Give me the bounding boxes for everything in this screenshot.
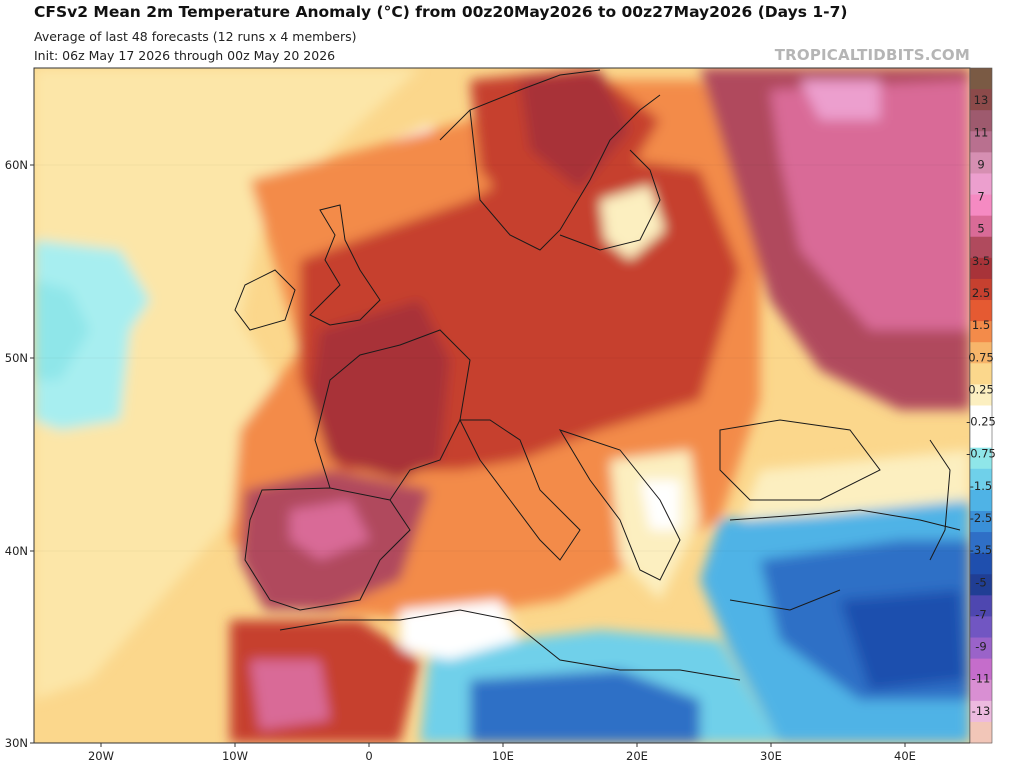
colorbar-label: -3.5 <box>970 543 992 557</box>
colorbar-swatch <box>970 426 992 449</box>
lat-axis: 60N 50N 40N 30N <box>5 158 34 750</box>
lat-label-50n: 50N <box>5 351 28 365</box>
colorbar-swatch <box>970 173 992 196</box>
colorbar-label: 13 <box>974 93 989 107</box>
lon-axis: 20W 10W 0 10E 20E 30E 40E <box>88 743 916 763</box>
colorbar-label: -5 <box>975 575 986 589</box>
map-title: CFSv2 Mean 2m Temperature Anomaly (°C) f… <box>34 3 848 21</box>
colorbar-swatch <box>970 595 992 617</box>
colorbar-swatch <box>970 363 992 385</box>
lon-label-30e: 30E <box>760 749 782 763</box>
colorbar-swatch <box>970 131 992 153</box>
colorbar-swatch <box>970 489 992 512</box>
colorbar-swatch <box>970 89 992 111</box>
colorbar-swatch <box>970 447 992 470</box>
colorbar-label: -0.25 <box>966 415 996 429</box>
colorbar-label: -2.5 <box>970 511 992 525</box>
lon-label-40e: 40E <box>894 749 916 763</box>
subtitle-forecast-count: Average of last 48 forecasts (12 runs x … <box>34 29 357 44</box>
colorbar-swatch <box>970 658 992 681</box>
colorbar-labels: 13 11 9 7 5 3.5 2.5 1.5 0.75 0.25 -0.25 -0.75 -1.5 -2… <box>966 93 996 718</box>
colorbar-swatch <box>970 553 992 575</box>
lon-label-10w: 10W <box>222 749 248 763</box>
colorbar-swatch <box>970 384 992 406</box>
colorbar-swatch <box>970 679 992 702</box>
colorbar-label: -11 <box>972 672 991 686</box>
colorbar-swatch <box>970 405 992 428</box>
watermark: TROPICALTIDBITS.COM <box>774 46 970 64</box>
colorbar-label: 0.75 <box>968 350 994 364</box>
lon-label-20e: 20E <box>626 749 648 763</box>
colorbar-label: 11 <box>974 125 989 139</box>
lon-label-10e: 10E <box>492 749 514 763</box>
colorbar-swatch <box>970 700 992 723</box>
colorbar-swatch <box>970 468 992 491</box>
lon-label-20w: 20W <box>88 749 114 763</box>
colorbar-label: 9 <box>977 157 984 171</box>
colorbar-swatch <box>970 236 992 259</box>
colorbar-swatch <box>970 510 992 533</box>
colorbar-label: -9 <box>975 640 986 654</box>
colorbar-label: 5 <box>977 222 984 236</box>
colorbar-label: -0.75 <box>966 447 996 461</box>
colorbar-swatch <box>970 342 992 364</box>
colorbar-swatch <box>970 278 992 301</box>
colorbar-label: 3.5 <box>972 254 990 268</box>
coastlines <box>234 69 961 681</box>
colorbar-label: -13 <box>972 704 991 718</box>
colorbar-swatch <box>970 300 992 322</box>
colorbar-label: 2.5 <box>972 286 990 300</box>
lat-label-30n: 30N <box>5 736 28 750</box>
colorbar-swatch <box>970 215 992 238</box>
colorbar-swatch <box>970 152 992 174</box>
colorbar <box>969 67 993 744</box>
colorbar-swatch <box>970 194 992 217</box>
colorbar-swatch <box>970 721 992 744</box>
colorbar-swatch <box>970 637 992 660</box>
lon-label-0: 0 <box>365 749 372 763</box>
colorbar-swatch <box>970 110 992 132</box>
colorbar-swatch <box>970 574 992 596</box>
colorbar-swatch <box>970 257 992 280</box>
colorbar-swatch <box>970 532 992 554</box>
colorbar-frame <box>969 67 993 744</box>
colorbar-label: 7 <box>977 190 984 204</box>
anomaly-field <box>34 68 970 743</box>
subtitle-init-time: Init: 06z May 17 2026 through 00z May 20… <box>34 48 336 63</box>
colorbar-label: 1.5 <box>972 318 990 332</box>
colorbar-swatch <box>970 68 992 90</box>
colorbar-swatch <box>970 321 992 343</box>
colorbar-label: -1.5 <box>970 479 992 493</box>
colorbar-label: -7 <box>975 607 986 621</box>
lat-label-40n: 40N <box>5 544 28 558</box>
colorbar-swatch <box>970 616 992 639</box>
lat-label-60n: 60N <box>5 158 28 172</box>
colorbar-label: 0.25 <box>968 382 994 396</box>
